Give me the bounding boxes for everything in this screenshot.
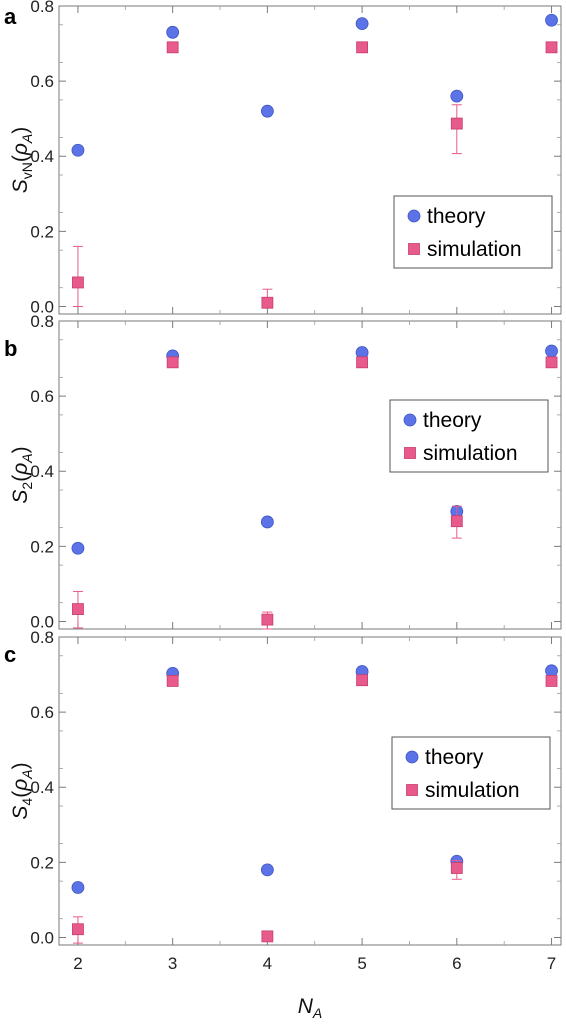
theory-point [71,541,85,555]
legend-label-theory: theory [427,205,486,228]
simulation-point [166,356,179,369]
legend: theory simulation [391,736,551,810]
y-tick-label: 0.8 [30,0,54,16]
simulation-point [166,41,179,54]
panel-label: b [4,336,17,361]
simulation-point [72,603,84,615]
plot-frame [58,636,562,946]
legend-theory-marker [405,750,419,764]
y-tick-label: 0.0 [30,297,54,316]
theory-point [545,13,558,27]
legend-box [393,195,553,269]
simulation-point [261,930,274,943]
panel-label: c [4,642,16,667]
theory-point [545,344,558,358]
simulation-point [261,296,274,309]
simulation-point [72,276,84,289]
theory-point [260,104,274,118]
y-tick-label: 0.2 [30,537,54,556]
series-theory [71,13,558,157]
simulation-point [450,515,463,528]
simulation-point [356,674,368,687]
simulation-point [450,862,463,874]
y-axis-label: S2(ρA) [9,446,35,503]
legend-theory-marker [407,209,421,223]
theory-point [545,664,558,678]
y-tick-label: 0.4 [30,462,54,481]
panel-c: 0.0 0.2 0.4 0.6 0.8 2 3 4 5 6 7 c S4(ρA) NA theory simu… [4,628,562,1021]
x-tick-label: 4 [263,954,272,973]
legend-simulation-marker [404,447,416,459]
y-tick-label: 0.8 [30,628,54,647]
y-tick-label: 0.0 [30,928,54,947]
legend-label-simulation: simulation [427,238,522,261]
theory-point [71,143,85,157]
y-axis-label: S4(ρA) [9,762,35,819]
simulation-point [356,41,368,54]
theory-point [71,881,85,894]
panel-b: 0.0 0.2 0.4 0.6 0.8 b S2(ρA) theory simulation [4,312,562,631]
y-tick-label: 0.6 [30,387,54,406]
plot-frame [58,5,562,315]
y-tick-label: 0.6 [30,72,54,91]
y-tick-label: 0.8 [30,312,54,331]
legend-box [389,399,549,473]
legend-simulation-marker [408,243,420,255]
simulation-point [166,675,179,687]
legend-box [391,736,551,810]
x-axis-label: NA [298,995,323,1021]
x-tick-label: 3 [168,954,177,973]
theory-point [355,17,369,31]
x-tick-label: 2 [73,954,82,973]
y-tick-label: 0.4 [30,147,54,166]
y-tick-label: 0.4 [30,778,54,797]
simulation-point [356,356,368,369]
simulation-point [545,675,558,687]
series-simulation [72,41,558,309]
y-axis-label: SvN(ρA) [9,127,35,194]
x-tick-label: 7 [547,954,556,973]
legend-label-theory: theory [425,746,484,769]
legend-simulation-marker [406,784,418,796]
simulation-point [261,613,274,626]
panel-a: 0.0 0.2 0.4 0.6 0.8 a SvN(ρA) theory simulation [4,0,562,316]
series-simulation [72,356,558,630]
x-tick-label: 6 [452,954,461,973]
legend: theory simulation [393,195,553,269]
y-tick-label: 0.6 [30,703,54,722]
series-simulation [72,674,558,944]
legend-label-simulation: simulation [423,442,518,465]
y-tick-label: 0.0 [30,612,54,631]
legend-label-theory: theory [423,409,482,432]
panel-label: a [4,4,17,29]
simulation-point [545,356,558,369]
theory-point [260,863,274,877]
simulation-point [72,923,84,936]
theory-point [166,25,180,39]
theory-point [260,515,274,529]
legend: theory simulation [389,399,549,473]
y-tick-label: 0.2 [30,222,54,241]
y-tick-label: 0.2 [30,853,54,872]
theory-point [450,89,464,103]
x-tick-label: 5 [357,954,366,973]
plot-frame [58,320,562,630]
legend-theory-marker [403,413,417,427]
legend-label-simulation: simulation [425,779,520,802]
simulation-point [450,117,463,130]
simulation-point [545,41,558,54]
